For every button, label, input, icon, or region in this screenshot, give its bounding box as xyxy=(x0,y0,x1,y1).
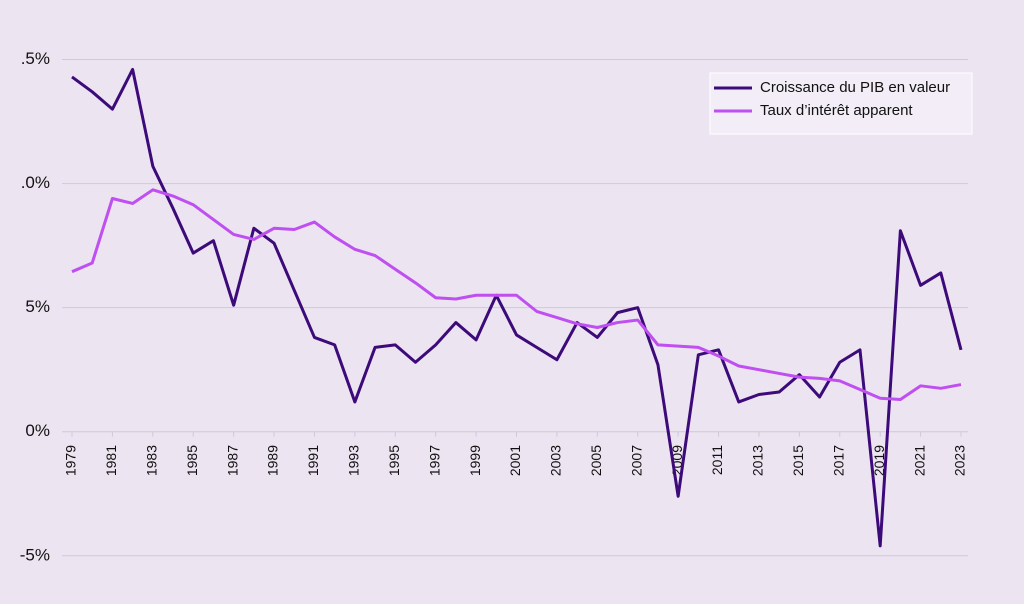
series-line xyxy=(71,188,962,401)
y-tick-label: .5% xyxy=(21,49,50,68)
x-tick-label: 2005 xyxy=(588,445,604,476)
x-tick-label: 2019 xyxy=(871,445,887,476)
y-tick-label: 0% xyxy=(25,421,50,440)
y-tick-label: .0% xyxy=(21,173,50,192)
x-tick-label: 1993 xyxy=(346,445,362,476)
x-tick-label: 2015 xyxy=(790,445,806,476)
x-tick-label: 1989 xyxy=(265,445,281,476)
x-tick-label: 1995 xyxy=(386,445,402,476)
x-tick-label: 1981 xyxy=(103,445,119,476)
x-tick-label: 1991 xyxy=(305,445,321,476)
x-tick-label: 1983 xyxy=(144,445,160,476)
x-tick-label: 1985 xyxy=(184,445,200,476)
x-tick-label: 2017 xyxy=(830,445,846,476)
x-tick-label: 1987 xyxy=(224,445,240,476)
x-tick-label: 2023 xyxy=(952,445,968,476)
x-tick-label: 2011 xyxy=(709,445,725,475)
x-tick-label: 2021 xyxy=(911,445,927,476)
x-tick-label: 2007 xyxy=(628,445,644,476)
legend-label: Croissance du PIB en valeur xyxy=(760,79,950,96)
y-tick-label: 5% xyxy=(25,297,50,316)
series-line xyxy=(71,67,963,548)
x-tick-label: 1997 xyxy=(426,445,442,476)
y-tick-label: -5% xyxy=(20,545,50,564)
x-tick-label: 2013 xyxy=(750,445,766,476)
x-tick-label: 1979 xyxy=(63,445,79,476)
x-tick-label: 1999 xyxy=(467,445,483,476)
legend-label: Taux d’intérêt apparent xyxy=(760,102,913,119)
x-tick-label: 2003 xyxy=(548,445,564,476)
x-tick-label: 2001 xyxy=(507,445,523,476)
legend-box xyxy=(709,72,973,135)
